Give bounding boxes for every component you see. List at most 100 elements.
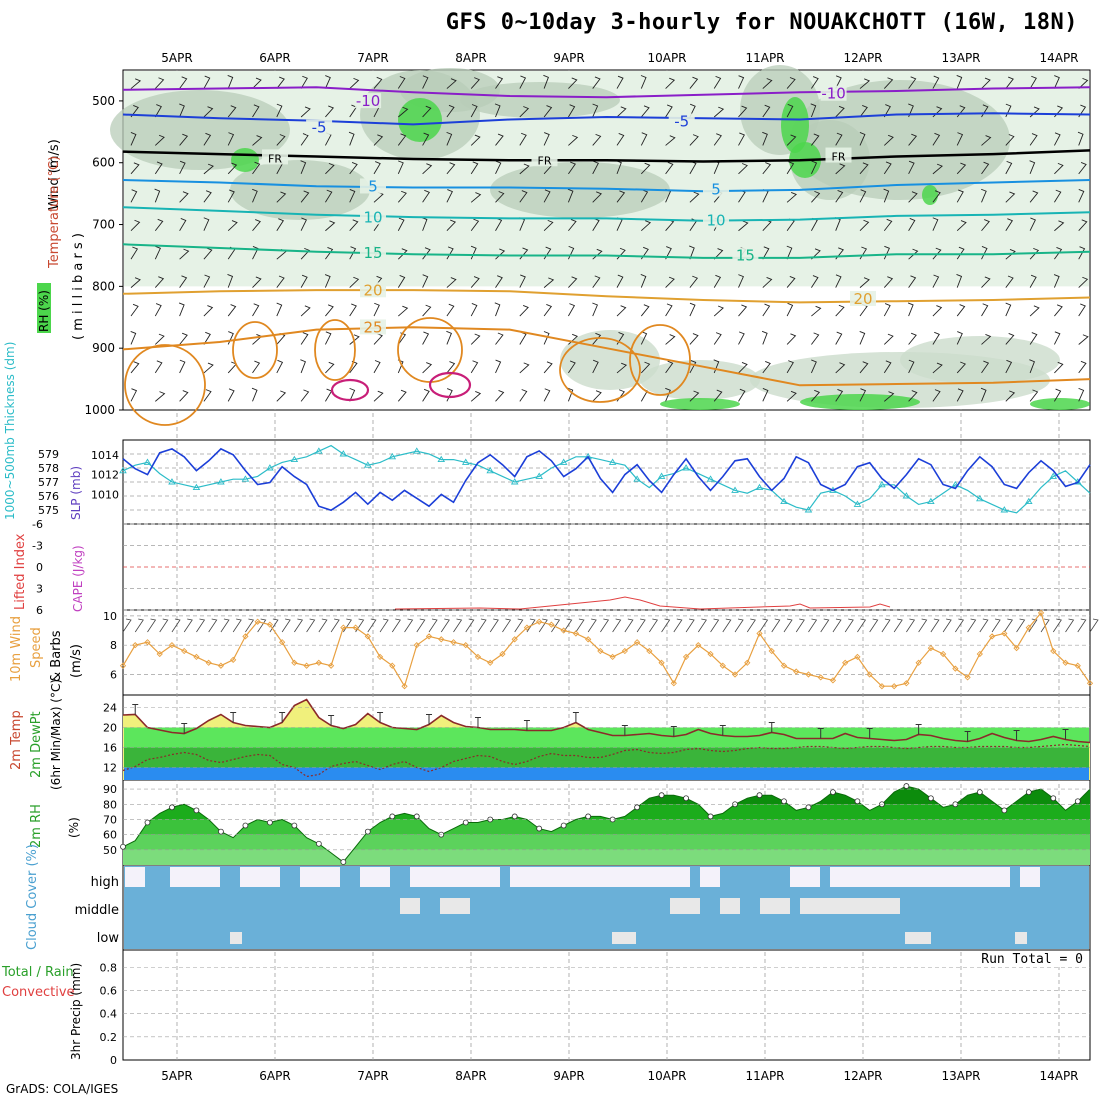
wind-barb — [835, 75, 842, 89]
wind-barb — [398, 305, 409, 317]
rh-point — [903, 783, 910, 789]
surface-wind-barb — [979, 618, 989, 633]
wind-barb — [859, 104, 868, 118]
surface-wind-barb — [808, 618, 818, 633]
wind-speed-point — [548, 621, 555, 628]
wind-speed-point — [719, 662, 726, 669]
wind-barb — [252, 303, 260, 317]
thickness-point — [1025, 497, 1033, 505]
wind-barb — [883, 218, 893, 232]
wind-barb — [130, 331, 137, 345]
surface-wind-barb — [673, 618, 683, 633]
wind-speed-point — [254, 618, 261, 625]
temp-line — [122, 698, 1091, 744]
isotherm-label: 15 — [363, 244, 382, 262]
rh-point — [560, 822, 567, 829]
thickness-point — [241, 475, 250, 482]
wind-barb — [203, 106, 214, 118]
wind-barb — [592, 332, 602, 345]
temp-whisker — [670, 726, 677, 737]
cloud-high-gap — [1020, 867, 1040, 887]
temp-whisker — [181, 723, 188, 734]
wind-barb — [446, 303, 455, 317]
wind-barb — [811, 133, 820, 146]
warm-contour — [124, 344, 206, 426]
thickness-point — [192, 483, 201, 491]
wind-barb — [1053, 331, 1061, 345]
rh-point — [120, 843, 126, 850]
ylabel-wind-1: 10m Wind — [9, 616, 24, 682]
rh-point — [169, 804, 175, 811]
surface-wind-barb — [563, 618, 573, 633]
x-tick-label-bottom: 8APR — [455, 1069, 486, 1083]
surface-wind-barb — [906, 618, 916, 633]
isotherm-label-bg — [732, 247, 759, 263]
rh-low-green — [660, 398, 740, 410]
wind-barb — [470, 391, 482, 402]
y-tick-label: 800 — [92, 279, 115, 293]
wind-barb — [932, 362, 943, 374]
wind-barb — [640, 162, 651, 175]
wind-barb — [495, 191, 505, 203]
wind-barb — [835, 388, 844, 402]
cloud-mid-gap — [800, 898, 840, 914]
thickness-point — [878, 480, 886, 488]
wind-barb — [981, 334, 992, 345]
wind-barb — [786, 390, 797, 402]
x-tick-label-bottom: 6APR — [259, 1069, 290, 1083]
temp-whisker — [1013, 730, 1020, 741]
wind-barb — [786, 134, 797, 146]
temp-whisker — [377, 712, 384, 723]
wind-barb — [689, 76, 699, 89]
isotherm-label: -10 — [356, 92, 381, 110]
rh-high-blob — [231, 148, 259, 172]
ylabel-rh: RH (%) — [37, 290, 51, 332]
wind-speed-point — [756, 630, 763, 637]
wind-barb — [568, 77, 578, 89]
temp-whisker — [523, 720, 530, 731]
rh-tick-label: 60 — [103, 829, 117, 842]
wind-barb — [908, 218, 916, 231]
wind-barb — [1053, 75, 1060, 89]
wind-barb — [227, 105, 237, 118]
wind-barb — [665, 387, 671, 402]
wind-barb — [738, 331, 745, 345]
wind-barb — [470, 333, 481, 345]
hot-contour — [330, 378, 370, 402]
wind-speed-point — [291, 659, 298, 666]
wind-speed-point — [205, 659, 212, 666]
wind-barb — [1005, 390, 1016, 402]
ylabel-pressure: ( m i l l i b a r s ) — [71, 233, 86, 340]
wind-barb — [568, 218, 577, 232]
lifted-index-tick-label: 3 — [36, 583, 43, 596]
wind-barb — [738, 362, 748, 374]
wind-speed-point — [744, 659, 751, 666]
rh-point — [830, 789, 836, 796]
surface-wind-barb — [245, 618, 255, 633]
wind-barb — [325, 105, 335, 118]
precip-tick-label: 0.6 — [100, 985, 118, 998]
wind-barb — [470, 360, 479, 374]
temp-tick-label: 24 — [103, 702, 117, 715]
wind-barb — [1005, 160, 1013, 175]
wind-barb — [811, 275, 819, 288]
rh-point — [364, 828, 371, 835]
thickness-point — [976, 494, 984, 502]
wind-barb — [1005, 191, 1016, 203]
surface-wind-barb — [624, 618, 634, 633]
wind-barb — [932, 247, 942, 260]
rh-point — [756, 792, 763, 799]
cloud-mid-gap — [720, 898, 740, 914]
wind-speed-point — [413, 642, 420, 649]
wind-barb — [956, 388, 964, 402]
surface-wind-barb — [514, 618, 524, 633]
rh-point — [1025, 789, 1032, 796]
wind-speed-point — [327, 662, 335, 669]
cloud-high-gap — [360, 867, 390, 887]
wind-barb — [227, 220, 238, 232]
wind-barb — [640, 274, 647, 288]
ylabel-wind-3: & Barbs — [49, 630, 64, 682]
wind-barb — [397, 248, 408, 260]
ylabel-wind-4: (m/s) — [69, 644, 84, 678]
wind-barb — [1005, 275, 1014, 288]
